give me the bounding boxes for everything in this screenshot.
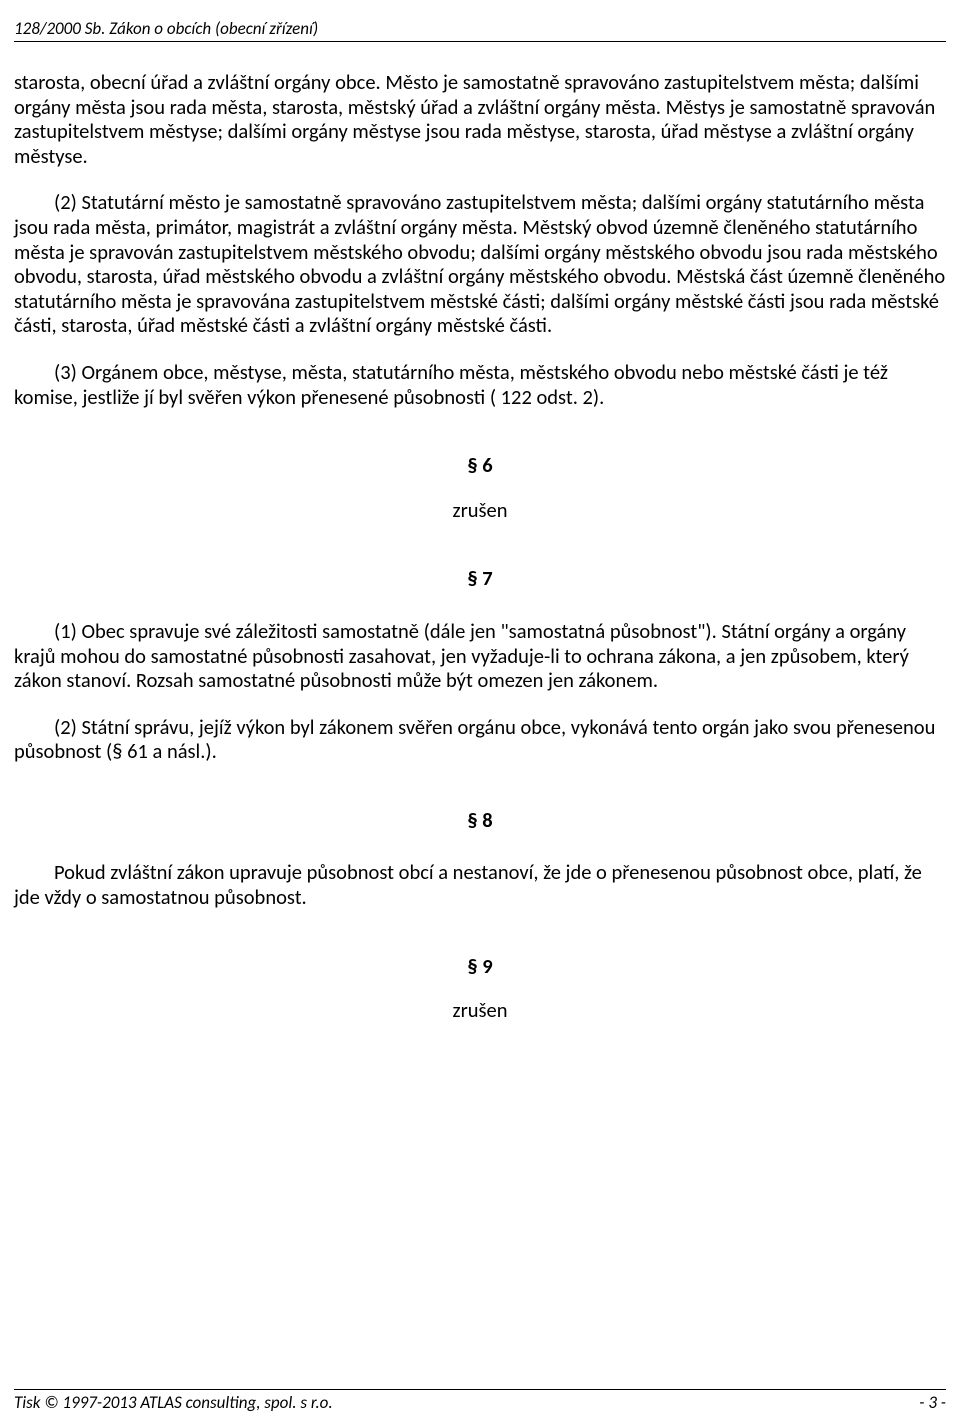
- paragraph: (2) Statutární město je samostatně sprav…: [14, 190, 946, 338]
- paragraph: (2) Státní správu, jejíž výkon byl zákon…: [14, 715, 946, 764]
- footer-row: Tisk © 1997-2013 ATLAS consulting, spol.…: [14, 1392, 946, 1413]
- paragraph: (1) Obec spravuje své záležitosti samost…: [14, 619, 946, 693]
- page-header: 128/2000 Sb. Zákon o obcích (obecní zříz…: [14, 18, 946, 39]
- section-heading-8: § 8: [14, 808, 946, 833]
- paragraph: Pokud zvláštní zákon upravuje působnost …: [14, 860, 946, 909]
- section-status-9: zrušen: [14, 998, 946, 1023]
- page: 128/2000 Sb. Zákon o obcích (obecní zříz…: [0, 0, 960, 1023]
- section-status-6: zrušen: [14, 498, 946, 523]
- section-heading-9: § 9: [14, 954, 946, 979]
- footer-left: Tisk © 1997-2013 ATLAS consulting, spol.…: [14, 1392, 333, 1413]
- page-footer: Tisk © 1997-2013 ATLAS consulting, spol.…: [14, 1389, 946, 1413]
- body-text: starosta, obecní úřad a zvláštní orgány …: [14, 70, 946, 1023]
- paragraph: starosta, obecní úřad a zvláštní orgány …: [14, 70, 946, 168]
- paragraph: (3) Orgánem obce, městyse, města, statut…: [14, 360, 946, 409]
- footer-divider: [14, 1389, 946, 1390]
- header-divider: [14, 41, 946, 42]
- section-heading-6: § 6: [14, 453, 946, 478]
- footer-page-number: - 3 -: [919, 1392, 946, 1413]
- section-heading-7: § 7: [14, 566, 946, 591]
